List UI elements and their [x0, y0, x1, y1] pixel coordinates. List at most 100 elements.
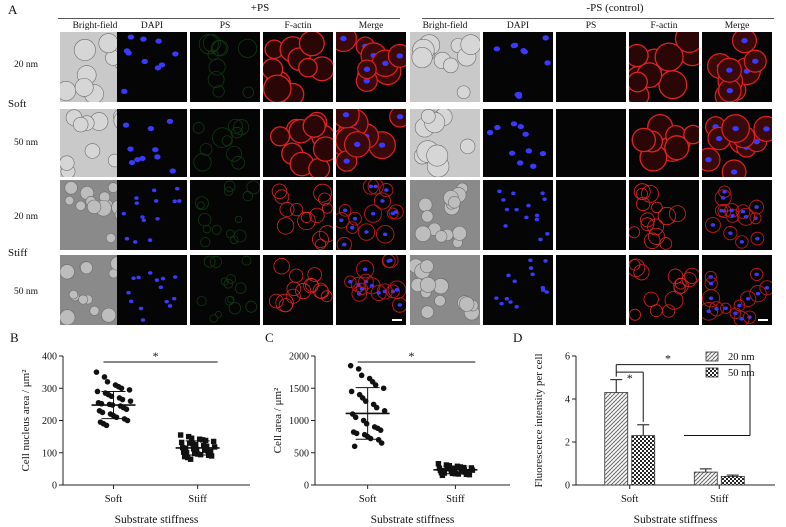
- panel-b-data-point: [124, 417, 131, 424]
- micrograph-ps-row2-control: [556, 109, 626, 177]
- micrograph-dapi-row1-control: [483, 32, 553, 102]
- panel-b-data-point: [123, 406, 130, 413]
- micrograph-factin-row1-control: [629, 32, 699, 102]
- micrograph-ps-row3-control: [556, 180, 626, 250]
- panel-c-letter: C: [265, 330, 274, 345]
- micrograph-merge-row1-control: [702, 32, 772, 102]
- panel-d-y-tick-label: 4: [565, 395, 570, 406]
- micrograph-merge-row4: [336, 255, 406, 325]
- column-header-merge: Merge: [358, 21, 384, 31]
- micrograph-dapi-row2: [117, 109, 187, 177]
- panel-b-data-point: [127, 398, 134, 404]
- panel-c-y-tick-label: 1000: [289, 416, 309, 427]
- panel-c-x-axis-label: Substrate stiffness: [371, 514, 455, 526]
- panel-b-y-tick-label: 300: [42, 384, 57, 395]
- panel-b-data-point: [186, 440, 193, 446]
- panel-b-data-point: [200, 442, 207, 449]
- micrograph-factin-row2: [263, 109, 333, 177]
- panel-b-data-point: [113, 414, 120, 421]
- panel-d-bar-50nm: [720, 475, 745, 486]
- column-header-brightfield: Bright-field: [72, 21, 118, 31]
- panel-c-data-point: [372, 382, 379, 388]
- column-header-factin: F-actin: [284, 21, 312, 31]
- micrograph-factin-row3-control: [629, 180, 699, 250]
- panel-b-data-point: [204, 448, 211, 454]
- panel-b-data-point: [207, 448, 214, 455]
- micrograph-merge-row4-control: [702, 255, 772, 325]
- micrograph-ps-row1: [190, 32, 260, 102]
- panel-c-data-point: [355, 366, 362, 372]
- panel-b-data-point: [93, 369, 100, 375]
- panel-c-data-point: [378, 440, 385, 446]
- stiffness-label-stiff: Stiff: [8, 247, 28, 259]
- column-header-ps: PS: [219, 21, 231, 31]
- group-divider-plus: [58, 18, 400, 19]
- panel-c-data-point: [353, 430, 360, 437]
- panel-b-data-point: [190, 446, 197, 452]
- panel-c-data-point: [348, 388, 355, 395]
- panel-d-y-tick-label: 2: [565, 438, 570, 449]
- micrograph-merge-row2-control: [702, 109, 772, 177]
- scale-bar: [758, 319, 768, 321]
- column-header-merge: Merge: [724, 21, 750, 31]
- micrograph-factin-row4-control: [629, 255, 699, 325]
- micrograph-ps-row3: [190, 180, 260, 250]
- panel-c-data-point: [362, 398, 369, 404]
- panel-b-data-point: [101, 374, 108, 380]
- panel-c-data-point: [352, 414, 359, 421]
- micrograph-merge-row1: [336, 32, 406, 102]
- panel-b-data-point: [208, 453, 215, 459]
- panel-b-significance-star: *: [153, 349, 159, 363]
- panel-b-data-point: [103, 422, 110, 429]
- panel-b-data-point: [118, 385, 125, 392]
- panel-c-x-tick-label: Soft: [359, 494, 377, 505]
- panel-b-data-point: [177, 432, 184, 438]
- panel-c-data-point: [377, 427, 384, 433]
- panel-b-data-point: [191, 450, 198, 457]
- micrograph-bright-row1-control: [410, 32, 480, 102]
- panel-c-y-tick-label: 0: [304, 481, 309, 492]
- panel-b-data-point: [211, 444, 218, 450]
- panel-b-data-point: [189, 441, 196, 447]
- micrograph-dapi-row4: [117, 255, 187, 325]
- panel-d-x-tick-label: Stiff: [710, 494, 729, 505]
- panel-b-data-point: [104, 379, 111, 385]
- row-label-stiff-20: 20 nm: [14, 212, 39, 222]
- micrograph-ps-row4: [190, 255, 260, 325]
- micrograph-factin-row3: [263, 180, 333, 250]
- panel-b-data-point: [210, 438, 217, 445]
- panel-d-bar-20nm: [693, 471, 718, 486]
- panel-b-data-point: [193, 446, 200, 453]
- panel-c-data-point: [435, 461, 442, 467]
- micrograph-merge-row2: [336, 109, 406, 177]
- group-title-plus-ps: +PS: [250, 2, 270, 14]
- panel-d-significance-star: *: [627, 371, 633, 385]
- panel-d-significance-star: *: [665, 352, 671, 366]
- panel-b-data-point: [184, 454, 191, 461]
- panel-b-data-point: [185, 433, 192, 440]
- panel-d-letter: D: [513, 330, 523, 345]
- panel-b-data-point: [119, 396, 126, 403]
- panel-c-data-point: [373, 404, 380, 411]
- row-label-soft-50: 50 nm: [14, 138, 39, 148]
- panel-d-legend-swatch: [705, 367, 719, 378]
- group-divider-minus: [422, 18, 774, 19]
- panel-b-letter: B: [10, 330, 19, 345]
- panel-b-data-point: [187, 456, 194, 462]
- panel-b-data-point: [203, 443, 210, 449]
- panel-b-data-point: [183, 450, 190, 456]
- panel-d-y-tick-label: 0: [565, 481, 570, 492]
- row-label-soft-20: 20 nm: [14, 60, 39, 70]
- stiffness-label-soft: Soft: [8, 98, 27, 110]
- panel-c-y-tick-label: 2000: [289, 352, 309, 363]
- panel-c-data-point: [459, 469, 466, 475]
- panel-c-y-axis-label: Cell area / μm²: [272, 387, 284, 453]
- panel-c-data-point: [358, 372, 365, 379]
- micrograph-dapi-row3: [117, 180, 187, 250]
- panel-b-data-point: [99, 409, 106, 416]
- panel-b-data-point: [201, 447, 208, 453]
- panel-a-letter: A: [8, 2, 18, 17]
- panel-b-data-point: [192, 441, 199, 448]
- micrograph-bright-row2-control: [410, 109, 480, 177]
